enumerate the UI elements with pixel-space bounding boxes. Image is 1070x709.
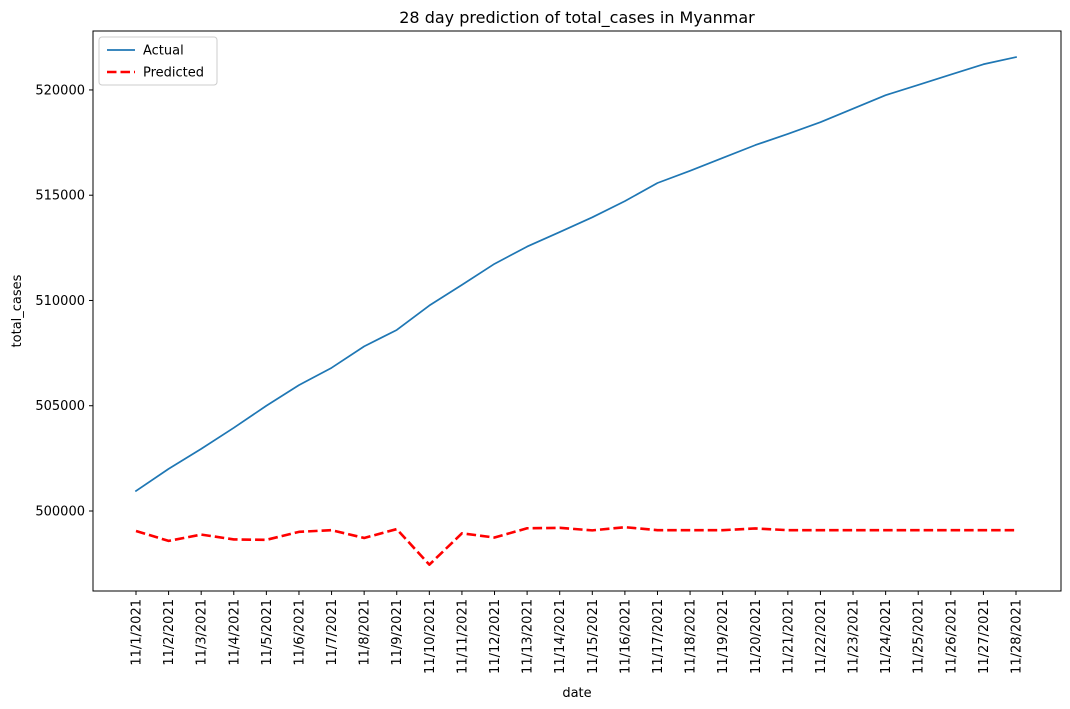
- x-tick-label: 11/15/2021: [586, 599, 601, 674]
- x-tick-label: 11/17/2021: [651, 599, 666, 674]
- legend-label-predicted: Predicted: [143, 66, 204, 81]
- x-tick-label: 11/13/2021: [521, 599, 536, 674]
- x-tick-label: 11/18/2021: [684, 599, 699, 674]
- x-tick-label: 11/14/2021: [553, 599, 568, 674]
- x-tick-label: 11/7/2021: [325, 599, 340, 666]
- x-tick-label: 11/10/2021: [423, 599, 438, 674]
- y-tick-label: 515000: [35, 189, 85, 204]
- y-axis-label: total_cases: [10, 274, 25, 347]
- x-tick-label: 11/16/2021: [618, 599, 633, 674]
- series-layer: [134, 56, 1018, 566]
- legend: Actual Predicted: [98, 36, 218, 86]
- y-tick-label: 505000: [35, 399, 85, 414]
- x-tick-label: 11/11/2021: [455, 599, 470, 674]
- x-axis-label: date: [562, 686, 591, 701]
- x-tick-label: 11/9/2021: [390, 599, 405, 666]
- x-tick-label: 11/27/2021: [977, 599, 992, 674]
- x-tick-label: 11/8/2021: [358, 599, 373, 666]
- plot-frame: [92, 30, 1062, 592]
- x-tick-label: 11/20/2021: [749, 599, 764, 674]
- x-tick-label: 11/6/2021: [292, 599, 307, 666]
- x-axis: 11/1/2021 11/2/2021 11/3/2021 11/4/2021 11/5…: [130, 591, 1025, 674]
- x-tick-label: 11/3/2021: [195, 599, 210, 666]
- x-tick-label: 11/2/2021: [162, 599, 177, 666]
- x-tick-label: 11/23/2021: [847, 599, 862, 674]
- x-tick-label: 11/12/2021: [488, 599, 503, 674]
- y-tick-label: 520000: [35, 83, 85, 98]
- series-line-actual: [134, 56, 1018, 493]
- legend-label-actual: Actual: [143, 44, 184, 59]
- x-tick-label: 11/24/2021: [879, 599, 894, 674]
- x-tick-label: 11/22/2021: [814, 599, 829, 674]
- x-tick-label: 11/5/2021: [260, 599, 275, 666]
- y-tick-label: 510000: [35, 294, 85, 309]
- x-tick-label: 11/1/2021: [130, 599, 145, 666]
- x-tick-label: 11/21/2021: [781, 599, 796, 674]
- y-axis: 500000 505000 510000 515000 520000: [35, 83, 93, 520]
- series-line-predicted: [135, 525, 1016, 566]
- chart-title: 28 day prediction of total_cases in Myan…: [399, 8, 755, 28]
- x-tick-label: 11/25/2021: [912, 599, 927, 674]
- x-tick-label: 11/4/2021: [227, 599, 242, 666]
- x-tick-label: 11/26/2021: [944, 599, 959, 674]
- x-tick-label: 11/19/2021: [716, 599, 731, 674]
- y-tick-label: 500000: [35, 505, 85, 520]
- x-tick-label: 11/28/2021: [1010, 599, 1025, 674]
